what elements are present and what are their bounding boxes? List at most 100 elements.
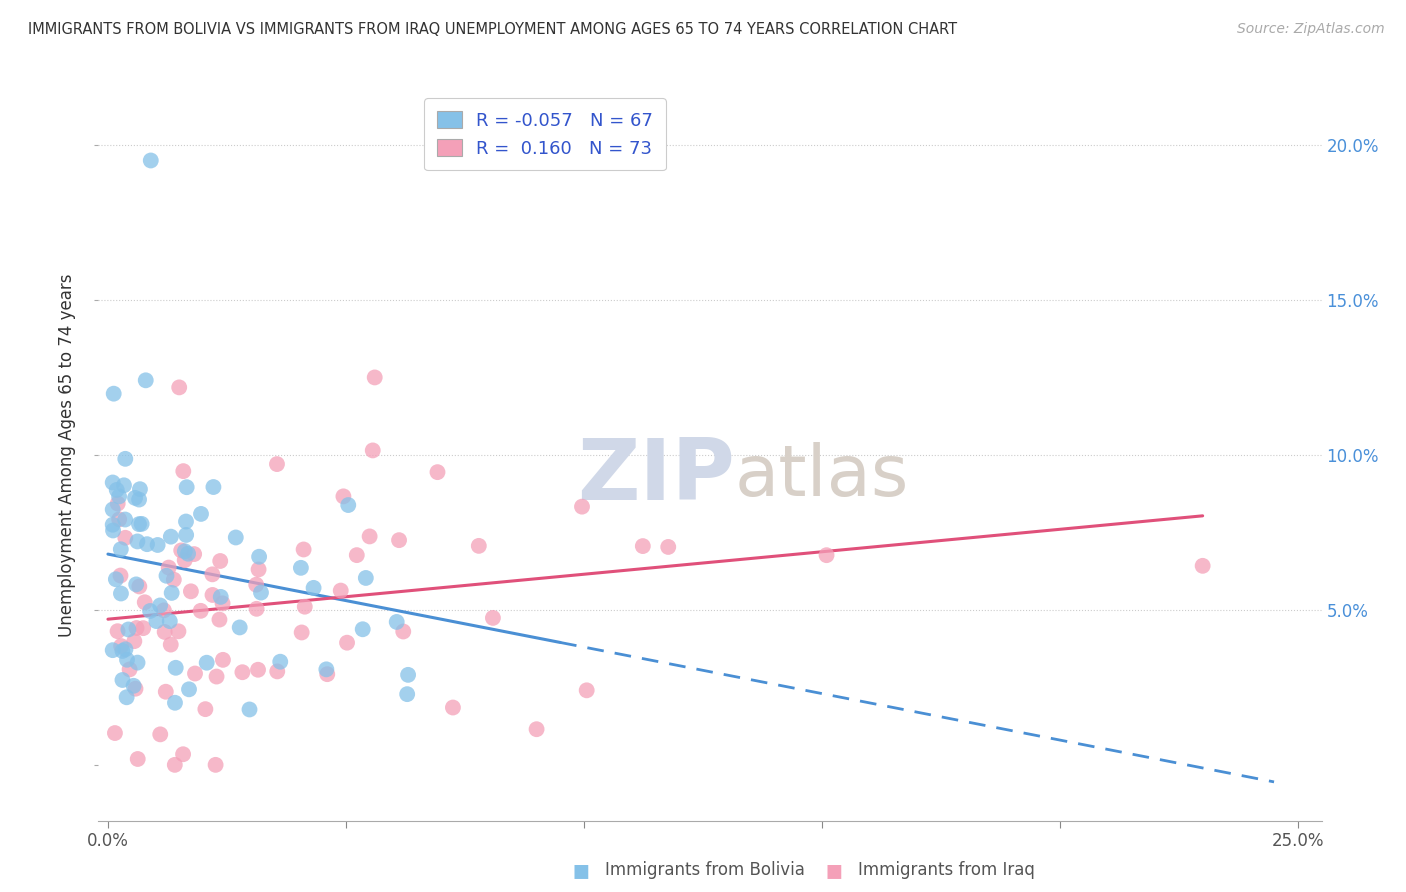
Point — [352, 622, 374, 636]
Point — [247, 549, 270, 564]
Point — [815, 548, 838, 562]
Point — [201, 588, 224, 602]
Point — [392, 624, 415, 639]
Point — [108, 512, 131, 526]
Point — [225, 531, 247, 545]
Point — [194, 702, 217, 716]
Point — [396, 687, 419, 701]
Point — [482, 611, 505, 625]
Text: Immigrants from Bolivia: Immigrants from Bolivia — [605, 861, 804, 879]
Point — [131, 516, 153, 531]
Point — [155, 684, 177, 698]
Y-axis label: Unemployment Among Ages 65 to 74 years: Unemployment Among Ages 65 to 74 years — [58, 273, 76, 637]
Point — [209, 554, 232, 568]
Point — [128, 517, 150, 532]
Text: ▪: ▪ — [572, 855, 591, 884]
Point — [302, 581, 325, 595]
Point — [172, 747, 194, 762]
Point — [110, 542, 132, 557]
Point — [127, 752, 149, 766]
Point — [361, 443, 384, 458]
Point — [114, 531, 136, 545]
Point — [112, 478, 135, 492]
Point — [114, 451, 136, 466]
Point — [354, 571, 377, 585]
Point — [266, 457, 288, 471]
Point — [163, 757, 186, 772]
Point — [165, 661, 187, 675]
Point — [201, 567, 224, 582]
Point — [173, 544, 195, 558]
Point — [153, 624, 176, 639]
Point — [364, 370, 387, 384]
Point — [336, 636, 359, 650]
Point — [195, 656, 218, 670]
Point — [159, 614, 181, 628]
Point — [246, 602, 269, 616]
Text: ▪: ▪ — [825, 855, 844, 884]
Point — [134, 595, 156, 609]
Point — [128, 579, 150, 593]
Point — [135, 373, 157, 387]
Point — [124, 491, 146, 505]
Point — [105, 483, 128, 497]
Point — [180, 584, 202, 599]
Point — [155, 569, 177, 583]
Point — [101, 517, 124, 532]
Point — [173, 553, 195, 567]
Point — [292, 542, 315, 557]
Point — [245, 577, 267, 591]
Point — [110, 639, 132, 653]
Point — [159, 638, 181, 652]
Point — [132, 621, 155, 635]
Point — [128, 492, 150, 507]
Point — [136, 537, 159, 551]
Point — [176, 480, 198, 494]
Point — [269, 655, 291, 669]
Text: Source: ZipAtlas.com: Source: ZipAtlas.com — [1237, 22, 1385, 37]
Point — [167, 624, 190, 639]
Point — [575, 683, 598, 698]
Text: IMMIGRANTS FROM BOLIVIA VS IMMIGRANTS FROM IRAQ UNEMPLOYMENT AMONG AGES 65 TO 74: IMMIGRANTS FROM BOLIVIA VS IMMIGRANTS FR… — [28, 22, 957, 37]
Point — [104, 572, 127, 586]
Point — [337, 498, 360, 512]
Point — [190, 507, 212, 521]
Point — [111, 644, 134, 658]
Point — [107, 624, 129, 639]
Point — [104, 726, 127, 740]
Point — [1191, 558, 1213, 573]
Point — [385, 615, 408, 629]
Point — [167, 380, 190, 394]
Point — [174, 515, 197, 529]
Point — [108, 490, 131, 504]
Point — [190, 604, 212, 618]
Point — [209, 590, 232, 604]
Point — [346, 548, 368, 562]
Point — [153, 603, 176, 617]
Point — [183, 547, 205, 561]
Point — [160, 586, 183, 600]
Point — [294, 599, 316, 614]
Point — [231, 665, 253, 680]
Legend: R = -0.057   N = 67, R =  0.160   N = 73: R = -0.057 N = 67, R = 0.160 N = 73 — [425, 98, 666, 170]
Point — [526, 723, 548, 737]
Point — [145, 614, 167, 628]
Point — [204, 757, 226, 772]
Point — [157, 560, 180, 574]
Point — [127, 534, 149, 549]
Point — [117, 623, 139, 637]
Point — [129, 482, 152, 496]
Point — [228, 620, 250, 634]
Point — [101, 502, 124, 516]
Point — [160, 530, 183, 544]
Point — [316, 667, 339, 681]
Point — [127, 656, 149, 670]
Point — [146, 538, 169, 552]
Point — [631, 539, 654, 553]
Point — [110, 586, 132, 600]
Point — [163, 573, 186, 587]
Point — [170, 543, 193, 558]
Point — [174, 528, 197, 542]
Point — [247, 562, 270, 576]
Point — [426, 465, 449, 479]
